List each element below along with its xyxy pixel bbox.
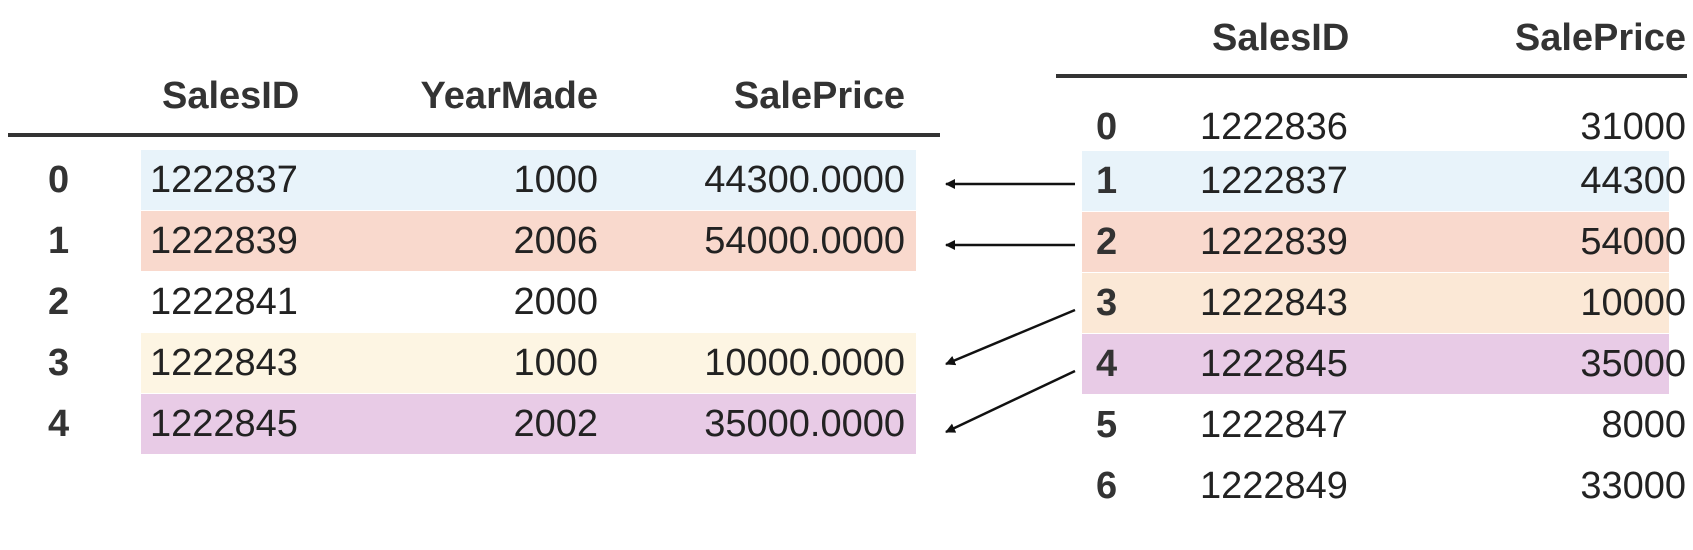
right-row-2: 2 1222839 54000 — [1040, 212, 1693, 272]
right-row-0: 0 1222836 31000 — [1040, 97, 1693, 157]
left-col-saleprice-header: SalePrice — [733, 75, 905, 117]
right-header-row: SalesID SalePrice — [1040, 8, 1693, 68]
right-cell-saleprice: 44300 — [1580, 160, 1686, 202]
left-cell-salesid: 1222837 — [150, 159, 298, 201]
left-row-1: 1 1222839 2006 54000.0000 — [0, 211, 960, 271]
right-cell-saleprice: 8000 — [1601, 404, 1686, 446]
right-row-index: 1 — [1096, 160, 1118, 202]
left-row-highlight — [141, 211, 916, 271]
right-cell-salesid: 1222847 — [1200, 404, 1348, 446]
right-cell-salesid: 1222836 — [1200, 106, 1348, 148]
right-cell-saleprice: 35000 — [1580, 343, 1686, 385]
right-header-rule — [1056, 74, 1687, 78]
left-cell-yearmade: 2000 — [513, 281, 598, 323]
arrow-right4-to-left4 — [945, 369, 1076, 434]
right-dataframe: SalesID SalePrice 0 1222836 31000 1 1222… — [1040, 0, 1693, 550]
left-cell-saleprice: 44300.0000 — [704, 159, 905, 201]
left-row-highlight — [141, 333, 916, 393]
arrow-right3-to-left3 — [945, 308, 1076, 366]
left-row-index: 1 — [48, 220, 70, 262]
left-cell-yearmade: 1000 — [513, 159, 598, 201]
right-row-index: 2 — [1096, 221, 1118, 263]
left-row-index: 0 — [48, 159, 70, 201]
right-row-3: 3 1222843 10000 — [1040, 273, 1693, 333]
right-cell-saleprice: 31000 — [1580, 106, 1686, 148]
right-row-index: 4 — [1096, 343, 1118, 385]
right-row-1: 1 1222837 44300 — [1040, 151, 1693, 211]
right-row-highlight — [1082, 334, 1669, 394]
right-cell-salesid: 1222849 — [1200, 465, 1348, 507]
left-row-3: 3 1222843 1000 10000.0000 — [0, 333, 960, 393]
left-header-row: SalesID YearMade SalePrice — [0, 66, 960, 126]
left-col-salesid-header: SalesID — [162, 75, 300, 117]
left-cell-salesid: 1222843 — [150, 342, 298, 384]
right-row-6: 6 1222849 33000 — [1040, 456, 1693, 516]
left-header-rule — [8, 133, 940, 137]
left-row-index: 3 — [48, 342, 70, 384]
left-cell-yearmade: 2002 — [513, 403, 598, 445]
left-cell-yearmade: 1000 — [513, 342, 598, 384]
left-cell-salesid: 1222845 — [150, 403, 298, 445]
right-cell-salesid: 1222845 — [1200, 343, 1348, 385]
right-row-index: 6 — [1096, 465, 1118, 507]
left-cell-saleprice: 35000.0000 — [704, 403, 905, 445]
left-cell-salesid: 1222841 — [150, 281, 298, 323]
right-row-index: 0 — [1096, 106, 1118, 148]
left-row-0: 0 1222837 1000 44300.0000 — [0, 150, 960, 210]
left-cell-salesid: 1222839 — [150, 220, 298, 262]
right-row-index: 5 — [1096, 404, 1118, 446]
left-row-index: 4 — [48, 403, 70, 445]
right-cell-saleprice: 10000 — [1580, 282, 1686, 324]
right-cell-saleprice: 33000 — [1580, 465, 1686, 507]
right-row-highlight — [1082, 273, 1669, 333]
right-row-highlight — [1082, 212, 1669, 272]
right-row-highlight — [1082, 151, 1669, 211]
right-row-5: 5 1222847 8000 — [1040, 395, 1693, 455]
right-cell-saleprice: 54000 — [1580, 221, 1686, 263]
left-row-2: 2 1222841 2000 — [0, 272, 960, 332]
right-cell-salesid: 1222843 — [1200, 282, 1348, 324]
right-col-salesid-header: SalesID — [1212, 17, 1350, 59]
left-cell-yearmade: 2006 — [513, 220, 598, 262]
left-row-4: 4 1222845 2002 35000.0000 — [0, 394, 960, 454]
right-cell-salesid: 1222839 — [1200, 221, 1348, 263]
left-cell-saleprice: 10000.0000 — [704, 342, 905, 384]
left-row-index: 2 — [48, 281, 70, 323]
left-col-yearmade-header: YearMade — [420, 75, 598, 117]
right-col-saleprice-header: SalePrice — [1514, 17, 1686, 59]
left-row-highlight — [141, 394, 916, 454]
left-cell-saleprice: 54000.0000 — [704, 220, 905, 262]
right-row-4: 4 1222845 35000 — [1040, 334, 1693, 394]
left-dataframe: SalesID YearMade SalePrice 0 1222837 100… — [0, 66, 960, 454]
right-row-index: 3 — [1096, 282, 1118, 324]
right-cell-salesid: 1222837 — [1200, 160, 1348, 202]
left-row-highlight — [141, 150, 916, 210]
